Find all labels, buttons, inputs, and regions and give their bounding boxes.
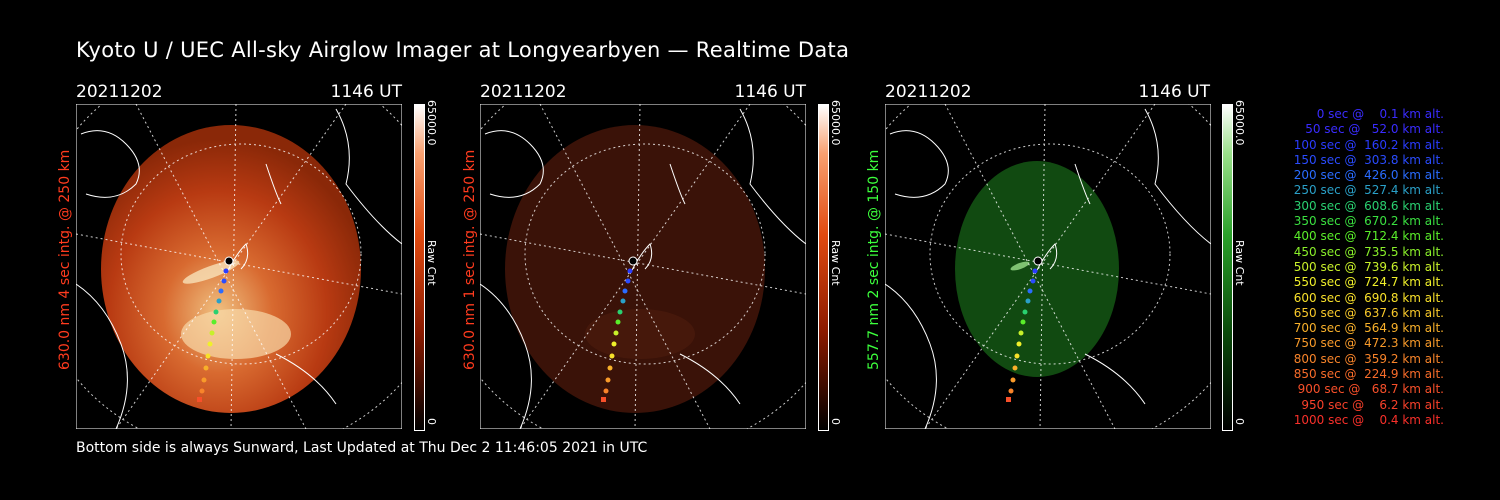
panel-2-cbar-min: 0 (829, 418, 842, 425)
panel-1-cbar-unit: Raw Cnt (425, 240, 438, 286)
panel-1-date: 20211202 (76, 82, 163, 102)
panel-2-date: 20211202 (480, 82, 567, 102)
legend-row: 800 sec @ 359.2 km alt. (1293, 351, 1444, 366)
panel-3-time: 1146 UT (1138, 82, 1211, 102)
panel-2-ylabel: 630.0 nm 1 sec intg. @ 250 km (462, 149, 478, 370)
airglow-disk (955, 161, 1119, 377)
panel-1-image (76, 104, 402, 429)
legend-row: 850 sec @ 224.9 km alt. (1293, 367, 1444, 382)
trajectory (601, 256, 638, 402)
trajectory (197, 256, 234, 402)
trajectory (1006, 256, 1043, 402)
panel-3-cbar-max: 65000.0 (1233, 100, 1246, 146)
panel-3-cbar-min: 0 (1233, 418, 1246, 425)
panel-2-cbar-unit: Raw Cnt (829, 240, 842, 286)
legend-row: 600 sec @ 690.8 km alt. (1293, 290, 1444, 305)
footer-status: Bottom side is always Sunward, Last Upda… (76, 440, 648, 456)
legend-row: 250 sec @ 527.4 km alt. (1293, 183, 1444, 198)
legend-row: 900 sec @ 68.7 km alt. (1297, 382, 1444, 397)
legend-row: 400 sec @ 712.4 km alt. (1293, 229, 1444, 244)
legend-row: 650 sec @ 637.6 km alt. (1293, 305, 1444, 320)
panel-3-cbar-unit: Raw Cnt (1233, 240, 1246, 286)
panel-3-image (885, 104, 1211, 429)
panel-3-ylabel: 557.7 nm 2 sec intg. @ 150 km (866, 149, 882, 370)
panel-1-colorbar (414, 104, 425, 431)
legend-row: 350 sec @ 670.2 km alt. (1293, 214, 1444, 229)
panel-2-image (480, 104, 806, 429)
panel-1-ylabel: 630.0 nm 4 sec intg. @ 250 km (57, 149, 73, 370)
legend-row: 100 sec @ 160.2 km alt. (1293, 137, 1444, 152)
legend-row: 550 sec @ 724.7 km alt. (1293, 275, 1444, 290)
legend-row: 700 sec @ 564.9 km alt. (1293, 321, 1444, 336)
panel-2-time: 1146 UT (734, 82, 807, 102)
legend-row: 750 sec @ 472.3 km alt. (1293, 336, 1444, 351)
legend-row: 0 sec @ 0.1 km alt. (1316, 107, 1444, 121)
legend-row: 950 sec @ 6.2 km alt. (1301, 397, 1444, 412)
trajectory-legend: 0 sec @ 0.1 km alt. 50 sec @ 52.0 km alt.… (1262, 107, 1444, 428)
panel-3-colorbar (1222, 104, 1233, 431)
legend-row: 150 sec @ 303.8 km alt. (1293, 152, 1444, 167)
panel-1-cbar-max: 65000.0 (425, 100, 438, 146)
panel-1-time: 1146 UT (330, 82, 403, 102)
page-title: Kyoto U / UEC All-sky Airglow Imager at … (76, 38, 850, 62)
airglow-disk (505, 125, 765, 413)
legend-row: 300 sec @ 608.6 km alt. (1293, 198, 1444, 213)
panel-3-date: 20211202 (885, 82, 972, 102)
legend-row: 50 sec @ 52.0 km alt. (1305, 122, 1444, 137)
panel-2-colorbar (818, 104, 829, 431)
panel-2-cbar-max: 65000.0 (829, 100, 842, 146)
legend-row: 200 sec @ 426.0 km alt. (1293, 168, 1444, 183)
legend-row: 450 sec @ 735.5 km alt. (1293, 244, 1444, 259)
legend-row: 1000 sec @ 0.4 km alt. (1293, 412, 1444, 427)
legend-row: 500 sec @ 739.6 km alt. (1293, 259, 1444, 274)
panel-1-cbar-min: 0 (425, 418, 438, 425)
